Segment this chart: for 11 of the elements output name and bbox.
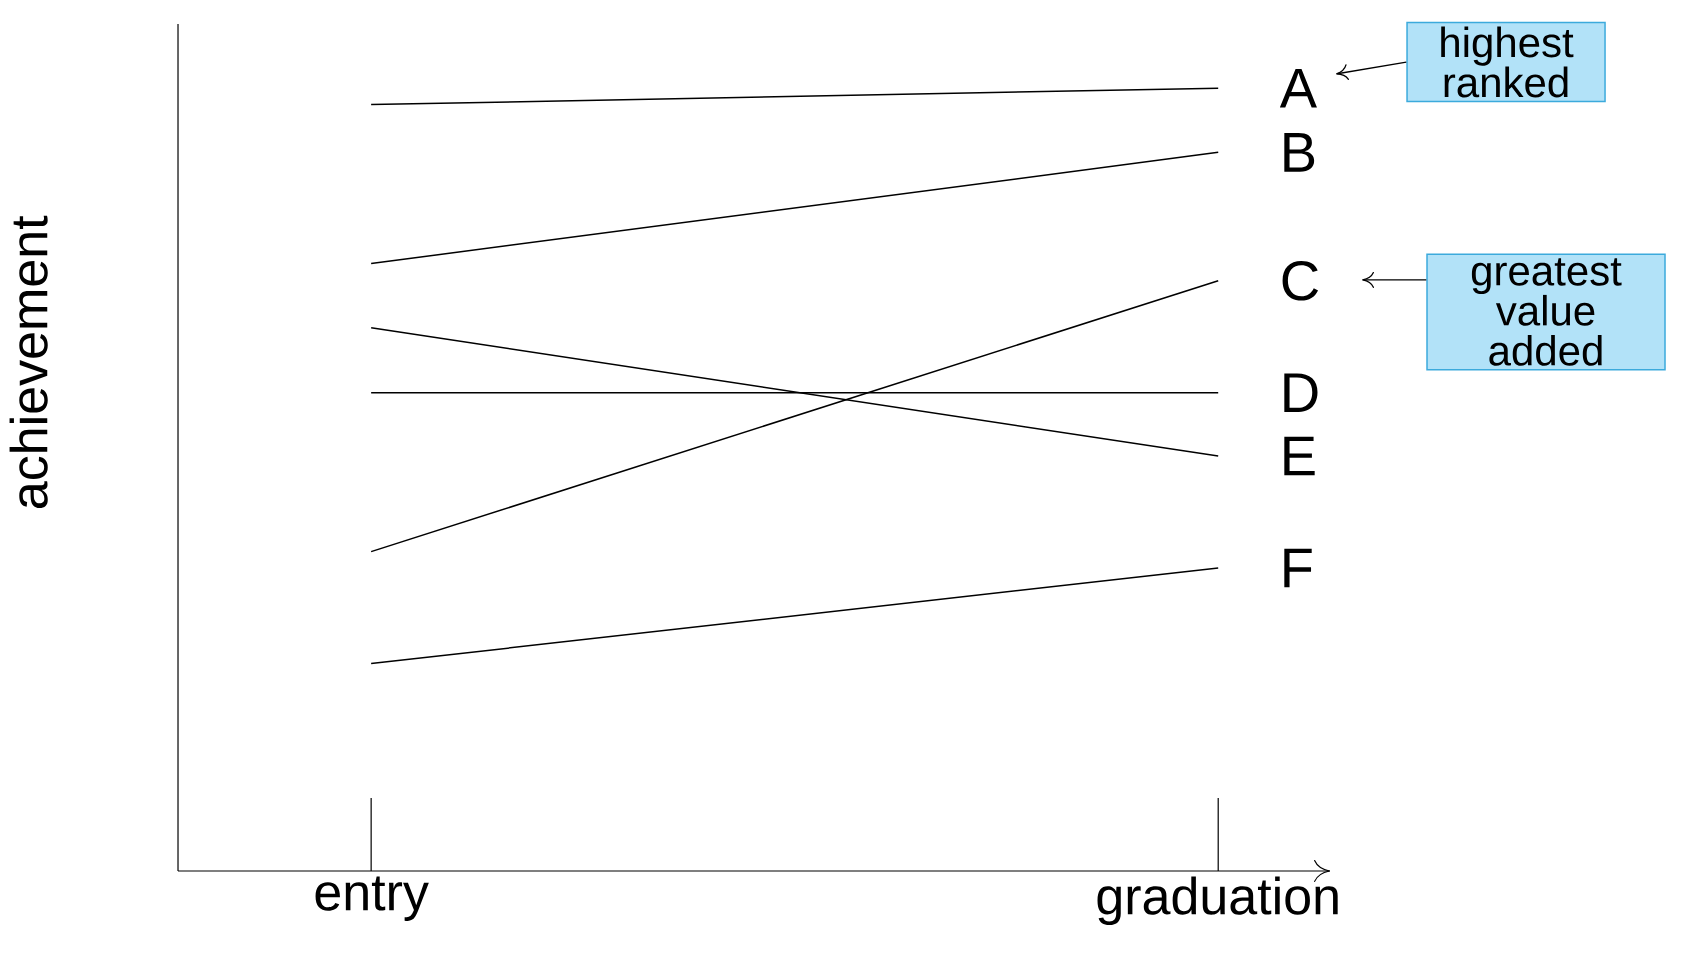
series-label: F <box>1284 548 1312 588</box>
y-axis-title: achievement <box>9 215 48 508</box>
x-tick-label: entry <box>315 876 429 921</box>
text: greatest value added <box>1471 258 1622 366</box>
legend-label: C <box>1282 260 1319 301</box>
text: highest ranked <box>1441 26 1574 98</box>
x-tick-label: graduation <box>1097 876 1338 925</box>
series-label: D <box>1284 373 1318 412</box>
series-label: B <box>1284 133 1315 172</box>
legend-label: A <box>1279 68 1317 108</box>
series-label: E <box>1284 436 1315 476</box>
